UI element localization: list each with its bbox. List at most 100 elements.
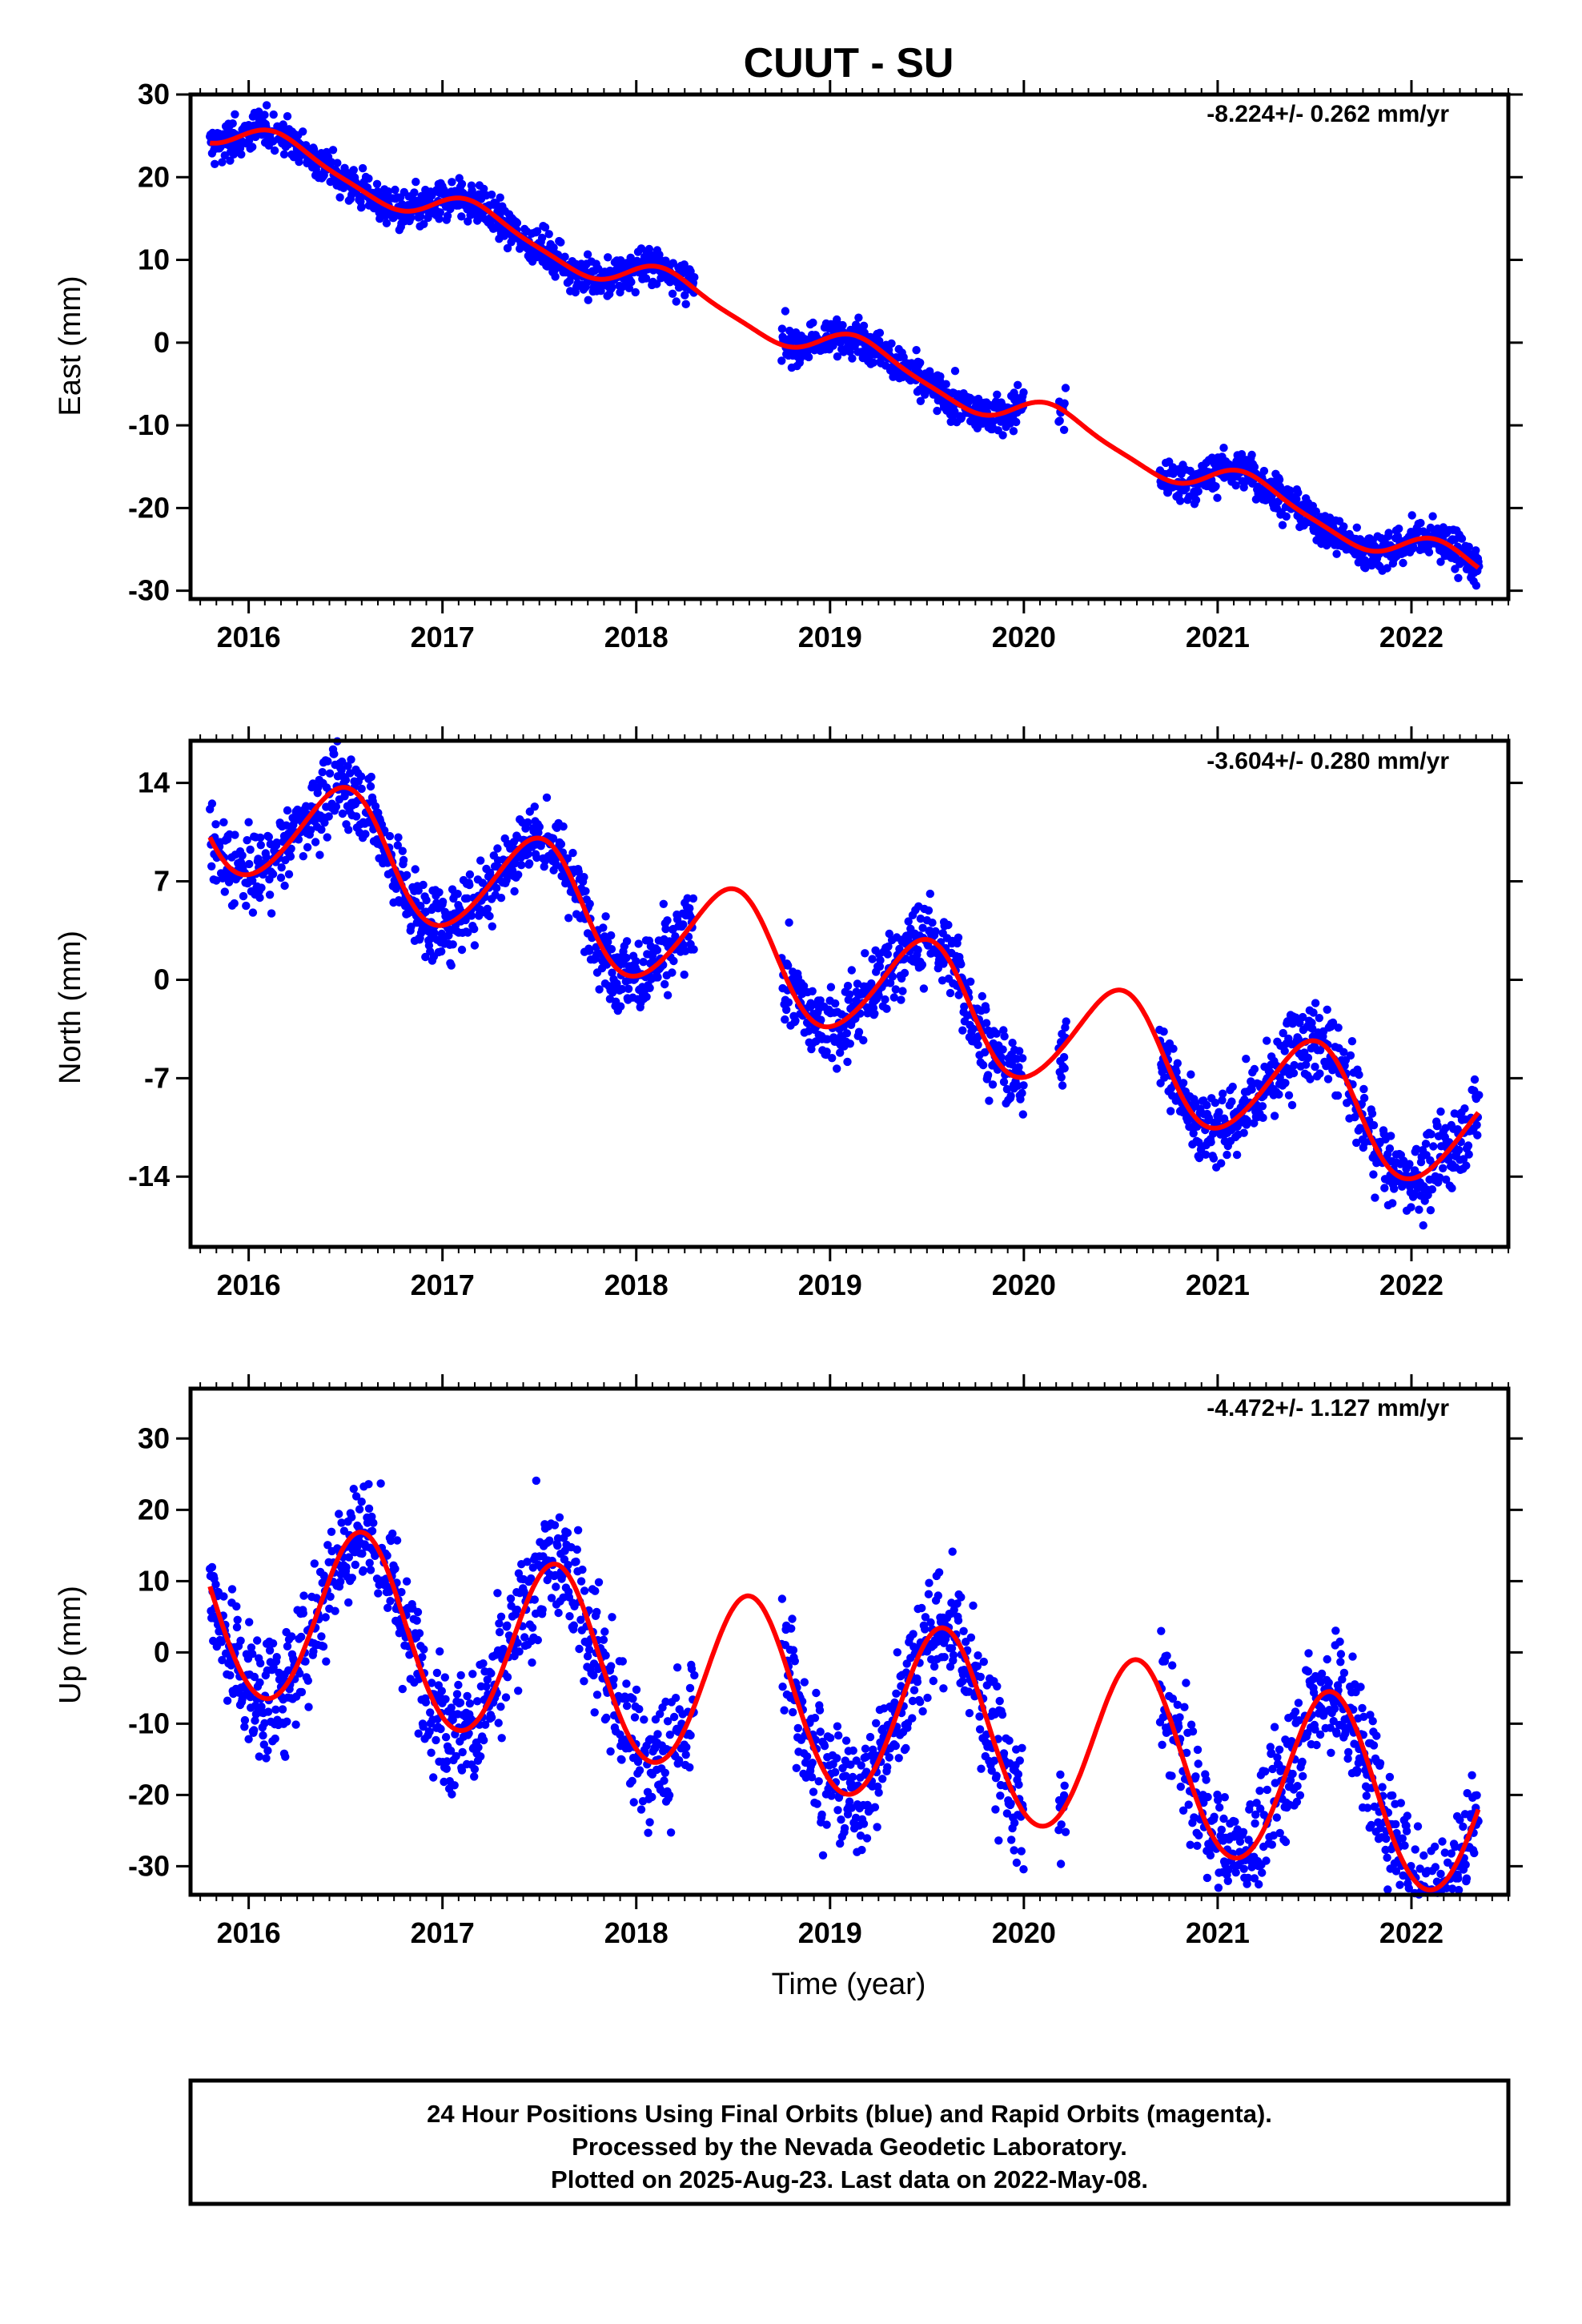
east-data-point [279,150,289,159]
up-data-point [283,1642,292,1651]
up-data-point [622,1679,631,1688]
north-data-point [1390,1184,1399,1193]
up-data-point [602,1713,611,1723]
up-data-point [447,1703,456,1712]
north-data-point [1475,1091,1484,1100]
north-data-point [535,822,544,831]
east-data-point [1247,450,1256,460]
up-data-point [648,1792,656,1802]
north-data-point [843,981,853,991]
north-data-point [437,947,446,956]
up-data-point [470,1772,479,1781]
north-y-tick-label: 7 [154,865,170,898]
up-y-axis-label: Up (mm) [54,1586,87,1704]
up-data-point [530,1595,539,1604]
up-data-point [458,1747,467,1757]
north-data-point [277,863,286,872]
up-data-point [342,1562,351,1572]
north-data-point [1227,1097,1236,1106]
north-data-point [1204,1113,1214,1123]
east-data-point [333,159,342,167]
up-x-tick-label: 2016 [217,1916,281,1949]
north-data-point [542,793,552,802]
east-data-point [1055,416,1064,425]
up-data-point [578,1565,587,1574]
east-data-point [672,297,681,306]
east-data-point [551,272,560,281]
east-data-point [859,321,869,330]
up-y-tick-label: 30 [138,1421,170,1454]
east-data-point [1292,495,1301,504]
up-data-point [474,1743,483,1752]
north-data-point [532,853,541,862]
east-data-point [364,174,373,183]
up-data-point [628,1776,636,1786]
east-data-point [544,230,553,239]
up-data-point [792,1763,801,1772]
up-data-point [622,1701,632,1711]
up-data-points [206,1476,1483,1899]
north-data-points [206,737,1484,1230]
east-data-point [358,163,367,173]
north-data-point [1239,1128,1248,1137]
up-data-point [635,1766,644,1775]
north-data-point [242,901,251,911]
north-data-point [1405,1160,1414,1168]
east-y-tick-label: -30 [128,574,170,607]
up-data-point [441,1695,450,1703]
east-data-point [410,188,419,197]
east-data-point [532,227,542,235]
up-data-point [807,1773,817,1782]
east-data-point [299,127,307,136]
up-data-point [357,1498,366,1506]
east-data-point [1213,493,1222,502]
north-data-point [276,873,286,883]
east-data-point [231,110,239,119]
up-y-tick-label: -30 [128,1849,170,1882]
up-data-point [495,1627,504,1637]
north-data-point [1352,1138,1361,1148]
north-data-point [1311,1062,1319,1072]
north-data-point [843,1057,852,1067]
east-plot-frame [188,92,1511,601]
up-data-point [442,1764,451,1773]
up-x-tick-label: 2020 [992,1916,1056,1949]
up-data-point [440,1673,449,1682]
north-data-point [476,856,485,865]
north-data-point [299,852,307,861]
east-data-point [1239,483,1248,492]
up-data-point [607,1662,616,1671]
up-data-point [512,1605,522,1614]
north-data-point [1472,1120,1481,1130]
up-data-point [468,1670,477,1679]
north-data-point [1223,1150,1231,1160]
north-data-point [1454,1145,1464,1155]
north-y-tick-label: 14 [138,766,170,799]
north-data-point [845,990,854,999]
up-data-point [575,1644,584,1654]
up-data-point [630,1713,640,1722]
east-x-tick-label: 2016 [217,621,281,653]
north-data-point [1270,1112,1279,1120]
north-data-point [1473,1131,1482,1140]
north-data-point [847,966,857,975]
up-data-point [236,1636,245,1645]
up-data-point [482,1682,491,1691]
north-x-tick-label: 2016 [217,1269,281,1301]
north-data-point [1346,1051,1355,1060]
north-data-point [622,937,632,946]
up-data-point [388,1529,397,1538]
north-data-point [642,992,651,1002]
up-data-point [527,1574,536,1583]
north-data-point [861,949,869,958]
up-x-tick-label: 2022 [1379,1916,1443,1949]
east-data-point [838,320,847,330]
up-data-point [310,1559,319,1568]
north-data-point [356,772,366,781]
north-data-point [421,952,430,962]
up-data-point [240,1715,250,1725]
east-data-point [357,203,366,211]
up-data-point [336,1577,345,1586]
north-data-point [1015,1047,1024,1055]
up-y-tick-label: 10 [138,1564,170,1597]
